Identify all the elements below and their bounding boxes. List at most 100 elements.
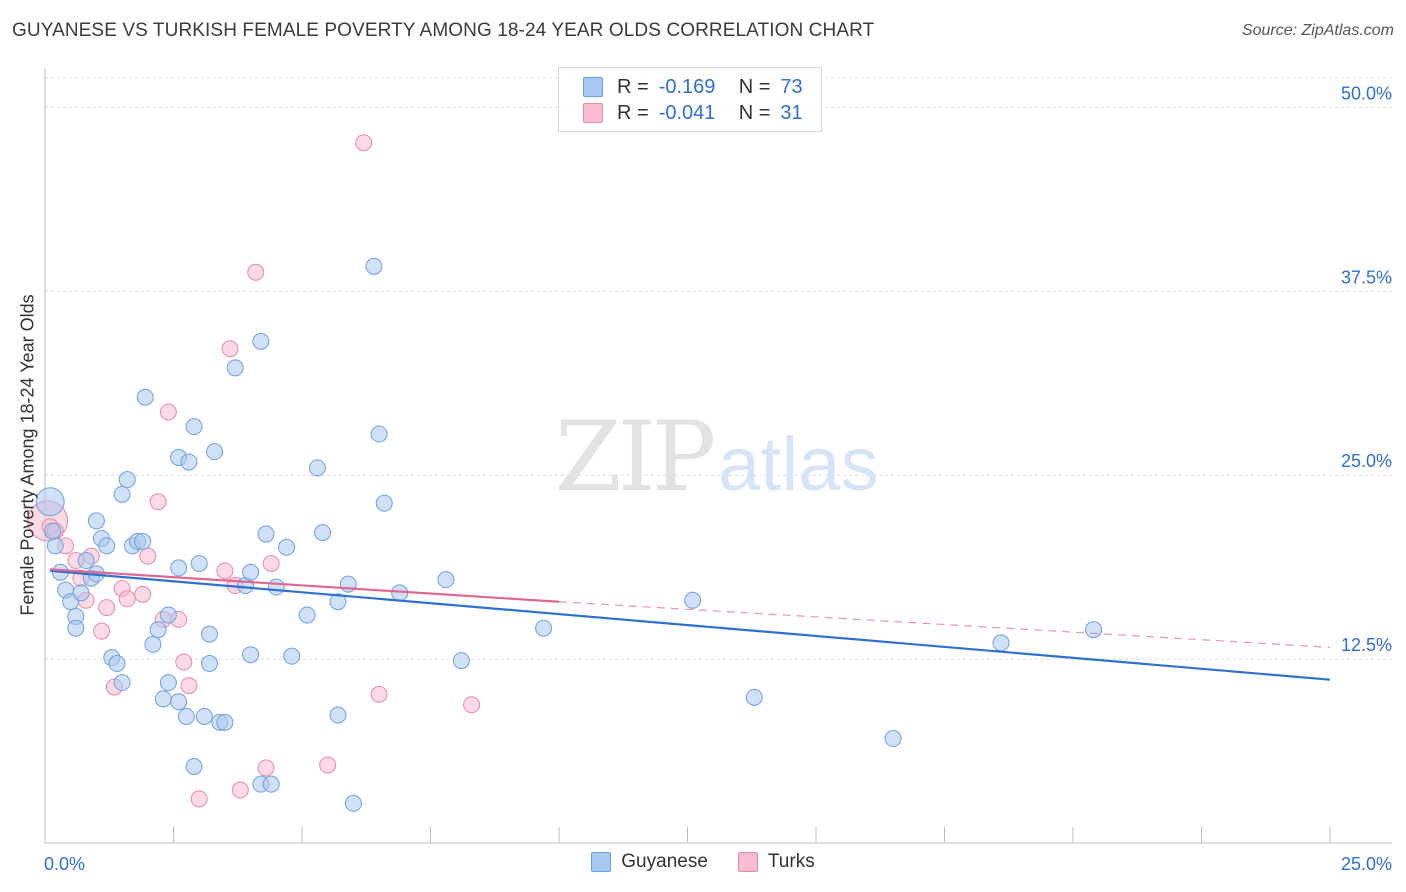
data-point-turks [370,685,388,703]
data-point-guyanese [298,606,316,624]
y-tick-label: 50.0% [1341,83,1392,103]
data-point-turks [257,759,275,777]
data-point-guyanese [308,459,326,477]
data-point-guyanese [177,707,195,725]
data-point-guyanese [314,524,332,542]
data-point-guyanese [77,552,95,570]
data-point-guyanese [159,606,177,624]
data-point-turks [118,590,136,608]
legend-r-value: -0.041 [658,101,716,124]
data-point-guyanese [108,655,126,673]
legend-n-label: N = [738,75,771,98]
data-point-guyanese [144,635,162,653]
data-point-guyanese [216,713,234,731]
data-point-guyanese [329,706,347,724]
data-point-guyanese [159,674,177,692]
data-point-guyanese [67,619,85,637]
legend-r-label: R = [617,75,649,98]
legend-n-label: N = [738,101,771,124]
data-point-guyanese [46,537,64,555]
data-point-guyanese [257,525,275,543]
data-point-guyanese [267,578,285,596]
data-point-turks [247,263,265,281]
series-label-turks: Turks [767,851,815,872]
data-point-guyanese [206,443,224,461]
data-point-guyanese [452,652,470,670]
data-point-turks [159,403,177,421]
trend-line-guyanese [50,569,1331,681]
data-point-guyanese [154,690,172,708]
data-point-turks [355,134,373,152]
data-point-guyanese [185,418,203,436]
data-point-guyanese [226,359,244,377]
data-point-guyanese [87,512,105,530]
data-point-guyanese [170,559,188,577]
data-point-guyanese [242,646,260,664]
data-point-guyanese [113,485,131,503]
data-point-guyanese [745,688,763,706]
data-point-guyanese [170,693,188,711]
data-point-turks [139,547,157,565]
data-point-guyanese [884,730,902,748]
data-point-turks [98,599,116,617]
data-point-guyanese [44,522,62,540]
data-point-turks [93,622,111,640]
data-point-turks [134,585,152,603]
data-point-turks [231,781,249,799]
series-swatch-guyanese [591,852,612,872]
data-point-turks [180,677,198,695]
data-point-guyanese [278,538,296,556]
trend-line-turks-dashed [558,601,1331,648]
data-point-guyanese [200,655,218,673]
watermark-zip: ZIP [555,401,714,513]
series-legend-guyanese[interactable]: Guyanese [591,851,708,873]
series-label-guyanese: Guyanese [621,851,708,872]
data-point-guyanese [190,554,208,572]
series-legend-turks[interactable]: Turks [737,851,815,873]
data-point-turks [262,554,280,572]
data-point-guyanese [262,775,280,793]
data-point-guyanese [992,634,1010,652]
data-point-turks [216,562,234,580]
legend-r-label: R = [617,101,649,124]
data-point-turks [221,340,239,358]
source-label: Source: ZipAtlas.com [1241,22,1394,39]
legend-n-value: 73 [780,75,803,98]
x-tick-label: 25.0% [1341,854,1392,874]
data-point-guyanese [344,794,362,812]
data-point-guyanese [1085,621,1103,639]
y-tick-label: 12.5% [1341,635,1392,655]
x-tick-label: 0.0% [44,854,85,874]
series-legend: Guyanese Turks [0,851,1406,873]
chart-title: GUYANESE VS TURKISH FEMALE POVERTY AMONG… [12,20,875,41]
trend-line-turks [50,568,560,603]
data-point-guyanese [98,537,116,555]
data-point-guyanese [118,471,136,489]
y-axis-label: Female Poverty Among 18-24 Year Olds [17,294,38,616]
data-point-guyanese [72,584,90,602]
data-point-turks [319,756,337,774]
watermark-atlas: atlas [718,422,879,507]
correlation-legend: R = -0.169 N = 73 R = -0.041 N = 31 [558,67,822,132]
data-point-turks [463,696,481,714]
y-tick-label: 25.0% [1341,451,1392,471]
data-point-guyanese [283,647,301,665]
data-point-guyanese [684,591,702,609]
legend-r-value: -0.169 [658,75,716,98]
data-point-guyanese [149,621,167,639]
legend-swatch-guyanese [583,77,603,97]
data-point-guyanese [180,453,198,471]
series-swatch-turks [737,852,758,872]
data-point-guyanese [113,674,131,692]
data-point-turks [149,493,167,511]
legend-row-guyanese: R = -0.169 N = 73 [583,75,803,99]
data-point-turks [190,790,208,808]
data-point-guyanese [200,625,218,643]
data-point-guyanese [185,758,203,775]
data-point-guyanese [365,257,383,275]
data-point-guyanese [535,619,553,637]
legend-n-value: 31 [780,101,803,124]
data-point-guyanese [252,332,270,350]
data-point-turks [175,653,193,671]
